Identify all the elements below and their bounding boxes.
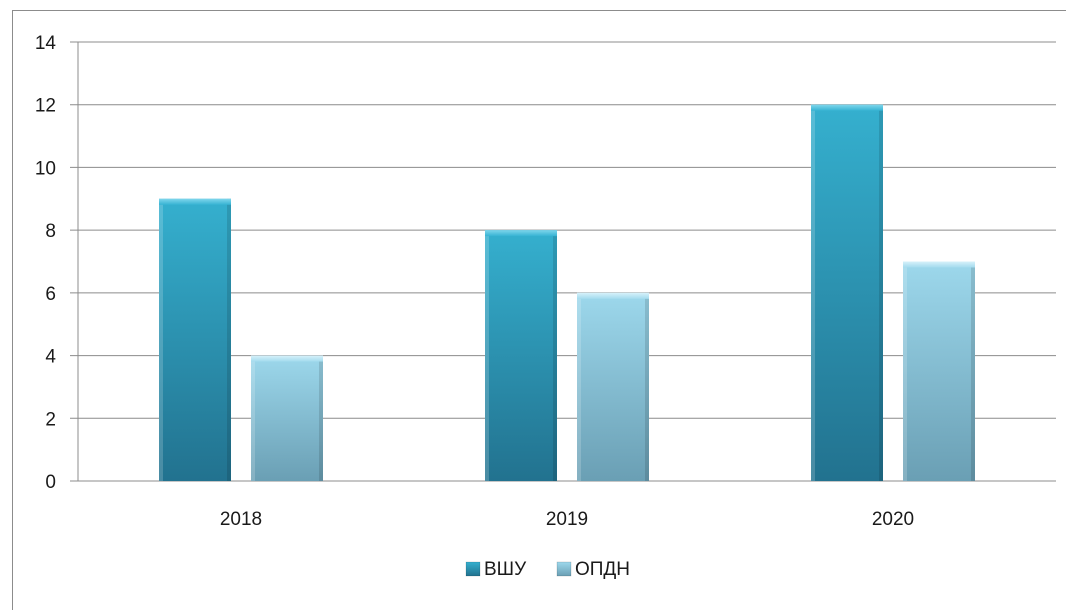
y-tick-label: 14	[35, 33, 57, 54]
legend-label: ВШУ	[484, 559, 527, 580]
bar-ВШУ-2020	[811, 104, 883, 481]
legend-label: ОПДН	[575, 559, 630, 580]
legend-swatch	[556, 561, 572, 577]
x-tick-label: 2018	[220, 509, 262, 530]
legend-swatch	[465, 561, 481, 577]
x-tick-label: 2020	[872, 509, 914, 530]
bars	[159, 104, 975, 482]
grid-lines	[70, 41, 1056, 482]
legend-item: ВШУ	[465, 559, 527, 580]
bar-ВШУ-2019	[485, 230, 557, 481]
x-axis-ticks: 2018 2019 2020	[220, 509, 914, 530]
y-tick-label: 8	[45, 221, 56, 242]
x-tick-label: 2019	[546, 509, 588, 530]
bar-ВШУ-2018	[159, 198, 231, 482]
y-tick-label: 0	[45, 472, 56, 493]
legend-item: ОПДН	[556, 559, 630, 580]
chart-frame	[12, 10, 1066, 610]
y-tick-label: 12	[35, 96, 56, 117]
y-tick-label: 10	[35, 158, 56, 179]
bar-ОПДН-2018	[251, 355, 323, 481]
bar-ОПДН-2020	[903, 261, 975, 481]
y-tick-label: 6	[45, 284, 56, 305]
y-axis-ticks: 0 2 4 6 8 10 12 14	[35, 33, 57, 493]
legend: ВШУ ОПДН	[465, 559, 630, 580]
bar-ОПДН-2019	[577, 292, 649, 481]
y-tick-label: 4	[45, 347, 56, 368]
y-tick-label: 2	[45, 409, 56, 430]
